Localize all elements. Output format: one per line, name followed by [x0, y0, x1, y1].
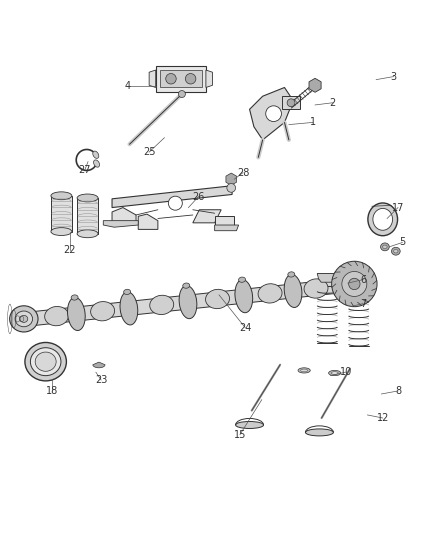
Polygon shape — [93, 362, 105, 368]
Ellipse shape — [77, 194, 98, 202]
Ellipse shape — [288, 272, 295, 277]
Ellipse shape — [10, 306, 38, 332]
Circle shape — [287, 99, 295, 107]
Text: 28: 28 — [237, 168, 249, 177]
Ellipse shape — [394, 249, 398, 253]
Ellipse shape — [300, 369, 307, 372]
Polygon shape — [309, 78, 321, 92]
Polygon shape — [193, 210, 221, 223]
Circle shape — [185, 74, 196, 84]
Circle shape — [349, 278, 360, 289]
Ellipse shape — [124, 289, 131, 295]
Text: 1: 1 — [310, 117, 316, 127]
Text: 3: 3 — [391, 71, 397, 82]
Polygon shape — [250, 87, 293, 140]
Circle shape — [168, 196, 182, 210]
Polygon shape — [283, 96, 300, 109]
Ellipse shape — [20, 316, 28, 322]
Ellipse shape — [305, 429, 333, 436]
Ellipse shape — [30, 348, 61, 376]
Text: 15: 15 — [234, 430, 246, 440]
Ellipse shape — [67, 297, 85, 330]
Polygon shape — [149, 70, 155, 87]
Ellipse shape — [71, 295, 78, 300]
Polygon shape — [103, 221, 138, 227]
Text: 12: 12 — [377, 413, 389, 423]
Ellipse shape — [51, 228, 72, 236]
Text: 23: 23 — [95, 375, 107, 385]
Ellipse shape — [236, 422, 264, 429]
Ellipse shape — [15, 311, 32, 327]
Ellipse shape — [94, 160, 99, 167]
Polygon shape — [138, 214, 158, 229]
Polygon shape — [30, 277, 360, 326]
Polygon shape — [112, 207, 136, 224]
Ellipse shape — [51, 192, 72, 200]
Polygon shape — [215, 216, 234, 227]
Text: 26: 26 — [192, 192, 205, 201]
Ellipse shape — [381, 243, 389, 251]
Circle shape — [166, 74, 176, 84]
Circle shape — [332, 261, 377, 306]
Ellipse shape — [304, 279, 328, 298]
Ellipse shape — [93, 151, 99, 158]
Ellipse shape — [77, 230, 98, 238]
Ellipse shape — [331, 372, 338, 374]
Text: 4: 4 — [124, 81, 131, 91]
Text: 27: 27 — [79, 165, 91, 175]
Ellipse shape — [179, 286, 197, 319]
Text: 22: 22 — [64, 245, 76, 255]
Ellipse shape — [258, 284, 282, 303]
Polygon shape — [155, 66, 206, 92]
Circle shape — [342, 271, 367, 296]
Ellipse shape — [150, 295, 174, 314]
Text: 7: 7 — [360, 298, 366, 309]
Ellipse shape — [205, 289, 230, 309]
Text: 25: 25 — [143, 147, 155, 157]
Text: 17: 17 — [392, 203, 404, 213]
Ellipse shape — [328, 370, 341, 376]
Text: 8: 8 — [395, 386, 401, 396]
Ellipse shape — [392, 247, 400, 255]
Polygon shape — [112, 185, 232, 207]
Ellipse shape — [239, 277, 246, 282]
Circle shape — [266, 106, 282, 122]
Ellipse shape — [35, 352, 56, 372]
Text: 24: 24 — [239, 322, 251, 333]
Polygon shape — [77, 198, 98, 234]
Text: 10: 10 — [339, 367, 352, 377]
Polygon shape — [226, 173, 237, 185]
Text: 18: 18 — [46, 386, 58, 396]
Polygon shape — [215, 225, 239, 231]
Polygon shape — [317, 273, 339, 282]
Circle shape — [227, 183, 236, 192]
Ellipse shape — [284, 274, 302, 308]
Text: 6: 6 — [360, 274, 366, 285]
Ellipse shape — [91, 302, 115, 321]
Ellipse shape — [25, 343, 67, 381]
Polygon shape — [160, 70, 201, 87]
Ellipse shape — [368, 203, 398, 236]
Polygon shape — [348, 277, 370, 285]
Circle shape — [178, 91, 185, 98]
Text: 5: 5 — [399, 238, 406, 247]
Ellipse shape — [45, 306, 69, 326]
Ellipse shape — [235, 280, 253, 313]
Ellipse shape — [373, 208, 392, 230]
Text: 2: 2 — [329, 98, 336, 108]
Ellipse shape — [120, 292, 138, 325]
Ellipse shape — [383, 245, 387, 248]
Polygon shape — [51, 196, 72, 231]
Ellipse shape — [298, 368, 310, 373]
Ellipse shape — [183, 283, 190, 288]
Polygon shape — [206, 70, 212, 87]
